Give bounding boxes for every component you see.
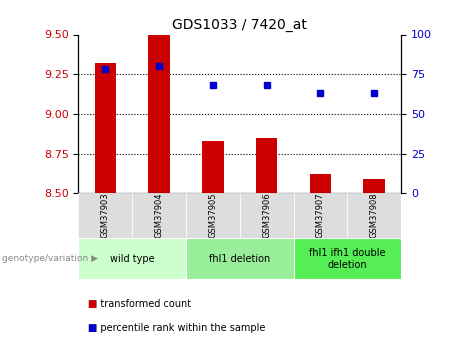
- Text: ■: ■: [88, 323, 97, 333]
- Text: wild type: wild type: [110, 254, 154, 264]
- Bar: [132, 193, 186, 238]
- Title: GDS1033 / 7420_at: GDS1033 / 7420_at: [172, 18, 307, 32]
- Bar: [202, 141, 224, 193]
- Text: GSM37907: GSM37907: [316, 193, 325, 238]
- Text: fhl1 ifh1 double
deletion: fhl1 ifh1 double deletion: [309, 248, 385, 269]
- Bar: [310, 174, 331, 193]
- Bar: [95, 63, 116, 193]
- Bar: [148, 34, 170, 193]
- Text: ■: ■: [88, 299, 97, 308]
- Text: GSM37903: GSM37903: [101, 193, 110, 238]
- Text: fhl1 deletion: fhl1 deletion: [209, 254, 270, 264]
- Text: GSM37905: GSM37905: [208, 193, 217, 238]
- Text: GSM37906: GSM37906: [262, 193, 271, 238]
- Bar: [78, 193, 132, 238]
- Bar: [294, 238, 401, 279]
- Text: ■ percentile rank within the sample: ■ percentile rank within the sample: [88, 323, 265, 333]
- Text: GSM37904: GSM37904: [154, 193, 164, 238]
- Bar: [186, 238, 294, 279]
- Bar: [294, 193, 347, 238]
- Text: genotype/variation ▶: genotype/variation ▶: [2, 254, 98, 263]
- Text: GSM37908: GSM37908: [370, 193, 378, 238]
- Bar: [363, 179, 385, 193]
- Bar: [186, 193, 240, 238]
- Bar: [240, 193, 294, 238]
- Bar: [256, 138, 278, 193]
- Text: ■ transformed count: ■ transformed count: [88, 299, 191, 308]
- Bar: [347, 193, 401, 238]
- Bar: [78, 238, 186, 279]
